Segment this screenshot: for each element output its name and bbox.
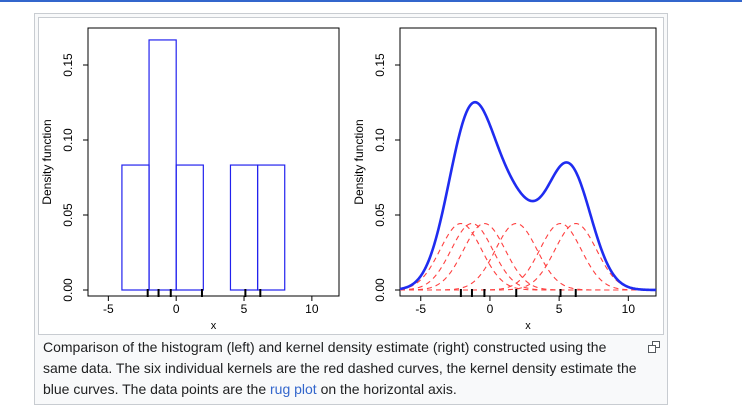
histogram-y-tick-label: 0.05 bbox=[61, 203, 75, 227]
histogram-x-tick-label: -5 bbox=[103, 302, 114, 316]
kde-plot-frame bbox=[399, 27, 657, 297]
kde-x-tick-label: -5 bbox=[415, 302, 426, 316]
histogram-y-tick-label: 0.00 bbox=[61, 278, 75, 302]
histogram-bar bbox=[148, 39, 177, 291]
kernel-curve bbox=[400, 222, 656, 291]
kde-x-tick-label: 0 bbox=[487, 302, 494, 316]
histogram-x-tick-label: 0 bbox=[173, 302, 180, 316]
histogram-plot-frame bbox=[87, 27, 340, 297]
histogram-y-axis-label: Density function bbox=[40, 119, 54, 204]
histogram-bar bbox=[121, 164, 150, 291]
kde-y-tick-label: 0.10 bbox=[373, 128, 387, 152]
kernel-curve bbox=[400, 222, 657, 291]
page-top-accent-line bbox=[0, 0, 742, 2]
kde-y-tick-label: 0.00 bbox=[373, 278, 387, 302]
kde-x-tick-label: 5 bbox=[556, 302, 563, 316]
histogram-bar bbox=[175, 164, 204, 291]
histogram-y-tick-label: 0.10 bbox=[61, 128, 75, 152]
histogram-x-tick-label: 10 bbox=[305, 302, 319, 316]
caption-text-start: Comparison of the histogram (left) and k… bbox=[43, 339, 637, 397]
histogram-bar bbox=[256, 164, 286, 291]
histogram-y-tick-label: 0.15 bbox=[61, 53, 75, 77]
caption-text-end: on the horizontal axis. bbox=[316, 381, 457, 397]
figure-caption: Comparison of the histogram (left) and k… bbox=[43, 337, 643, 400]
kde-x-axis-label: x bbox=[525, 320, 531, 332]
rug-plot-link[interactable]: rug plot bbox=[270, 381, 317, 397]
kde-y-tick-label: 0.05 bbox=[373, 203, 387, 227]
magnify-clip-icon[interactable] bbox=[647, 340, 661, 354]
histogram-x-axis-label: x bbox=[211, 320, 217, 332]
histogram-bar bbox=[229, 164, 259, 291]
kernel-curve bbox=[399, 222, 656, 291]
histogram-x-tick-label: 5 bbox=[241, 302, 248, 316]
comparison-plot-svg: -5 0 5 10 0.00 0.05 0.10 0.15 x Density function -… bbox=[40, 27, 657, 332]
figure-thumbnail: -5 0 5 10 0.00 0.05 0.10 0.15 x Density function -… bbox=[34, 13, 668, 405]
kde-y-axis-label: Density function bbox=[352, 119, 366, 204]
kde-y-tick-label: 0.15 bbox=[373, 53, 387, 77]
kde-curve bbox=[399, 100, 657, 292]
figure-image[interactable]: -5 0 5 10 0.00 0.05 0.10 0.15 x Density function -… bbox=[38, 17, 664, 335]
kde-x-tick-label: 10 bbox=[622, 302, 636, 316]
